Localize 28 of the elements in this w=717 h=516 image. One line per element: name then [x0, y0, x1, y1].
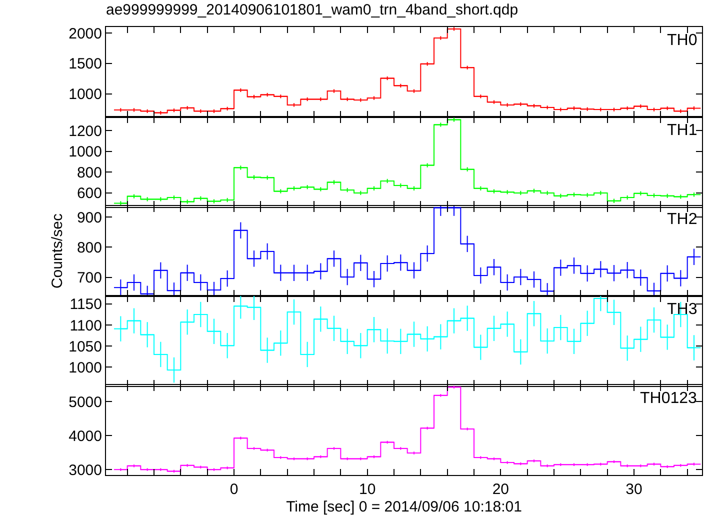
y-tick-label: 800: [76, 240, 102, 257]
y-tick-label: 1100: [70, 317, 102, 334]
x-tick-label: 0: [230, 481, 238, 498]
x-tick-label: 20: [492, 481, 510, 498]
y-tick-label: 900: [76, 210, 102, 227]
text: TH1: [667, 122, 698, 139]
y-tick-label: 1200: [68, 122, 102, 140]
x-tick-label: 10: [358, 481, 376, 498]
y-tick-label: 1000: [68, 143, 102, 160]
chart-title: ae999999999_20140906101801_wam0_trn_4band_short.qdp: [106, 2, 518, 18]
y-tick-label: 5000: [68, 394, 102, 412]
y-tick-label: 1000: [68, 359, 102, 376]
y-tick-label: 1050: [68, 338, 102, 356]
y-tick-label: 1000: [68, 86, 102, 104]
y-tick-label: 800: [76, 164, 102, 181]
text: TH0123: [640, 390, 698, 408]
y-tick-label: 2000: [68, 25, 102, 42]
series-label: TH2: [667, 211, 698, 228]
y-tick-label: 1150: [70, 296, 102, 314]
y-tick-label: 600: [76, 184, 102, 202]
text: TH0: [667, 32, 698, 49]
y-tick-label: 1500: [68, 56, 102, 73]
y-tick-label: 700: [76, 270, 102, 287]
y-tick-label: 4000: [68, 428, 102, 446]
y-tick-label: 3000: [68, 462, 102, 480]
x-axis-title: Time [sec] 0 = 2014/09/06 10:18:01: [286, 498, 522, 516]
y-axis-title: Counts/sec: [49, 213, 66, 289]
x-tick-label: 30: [626, 481, 642, 498]
